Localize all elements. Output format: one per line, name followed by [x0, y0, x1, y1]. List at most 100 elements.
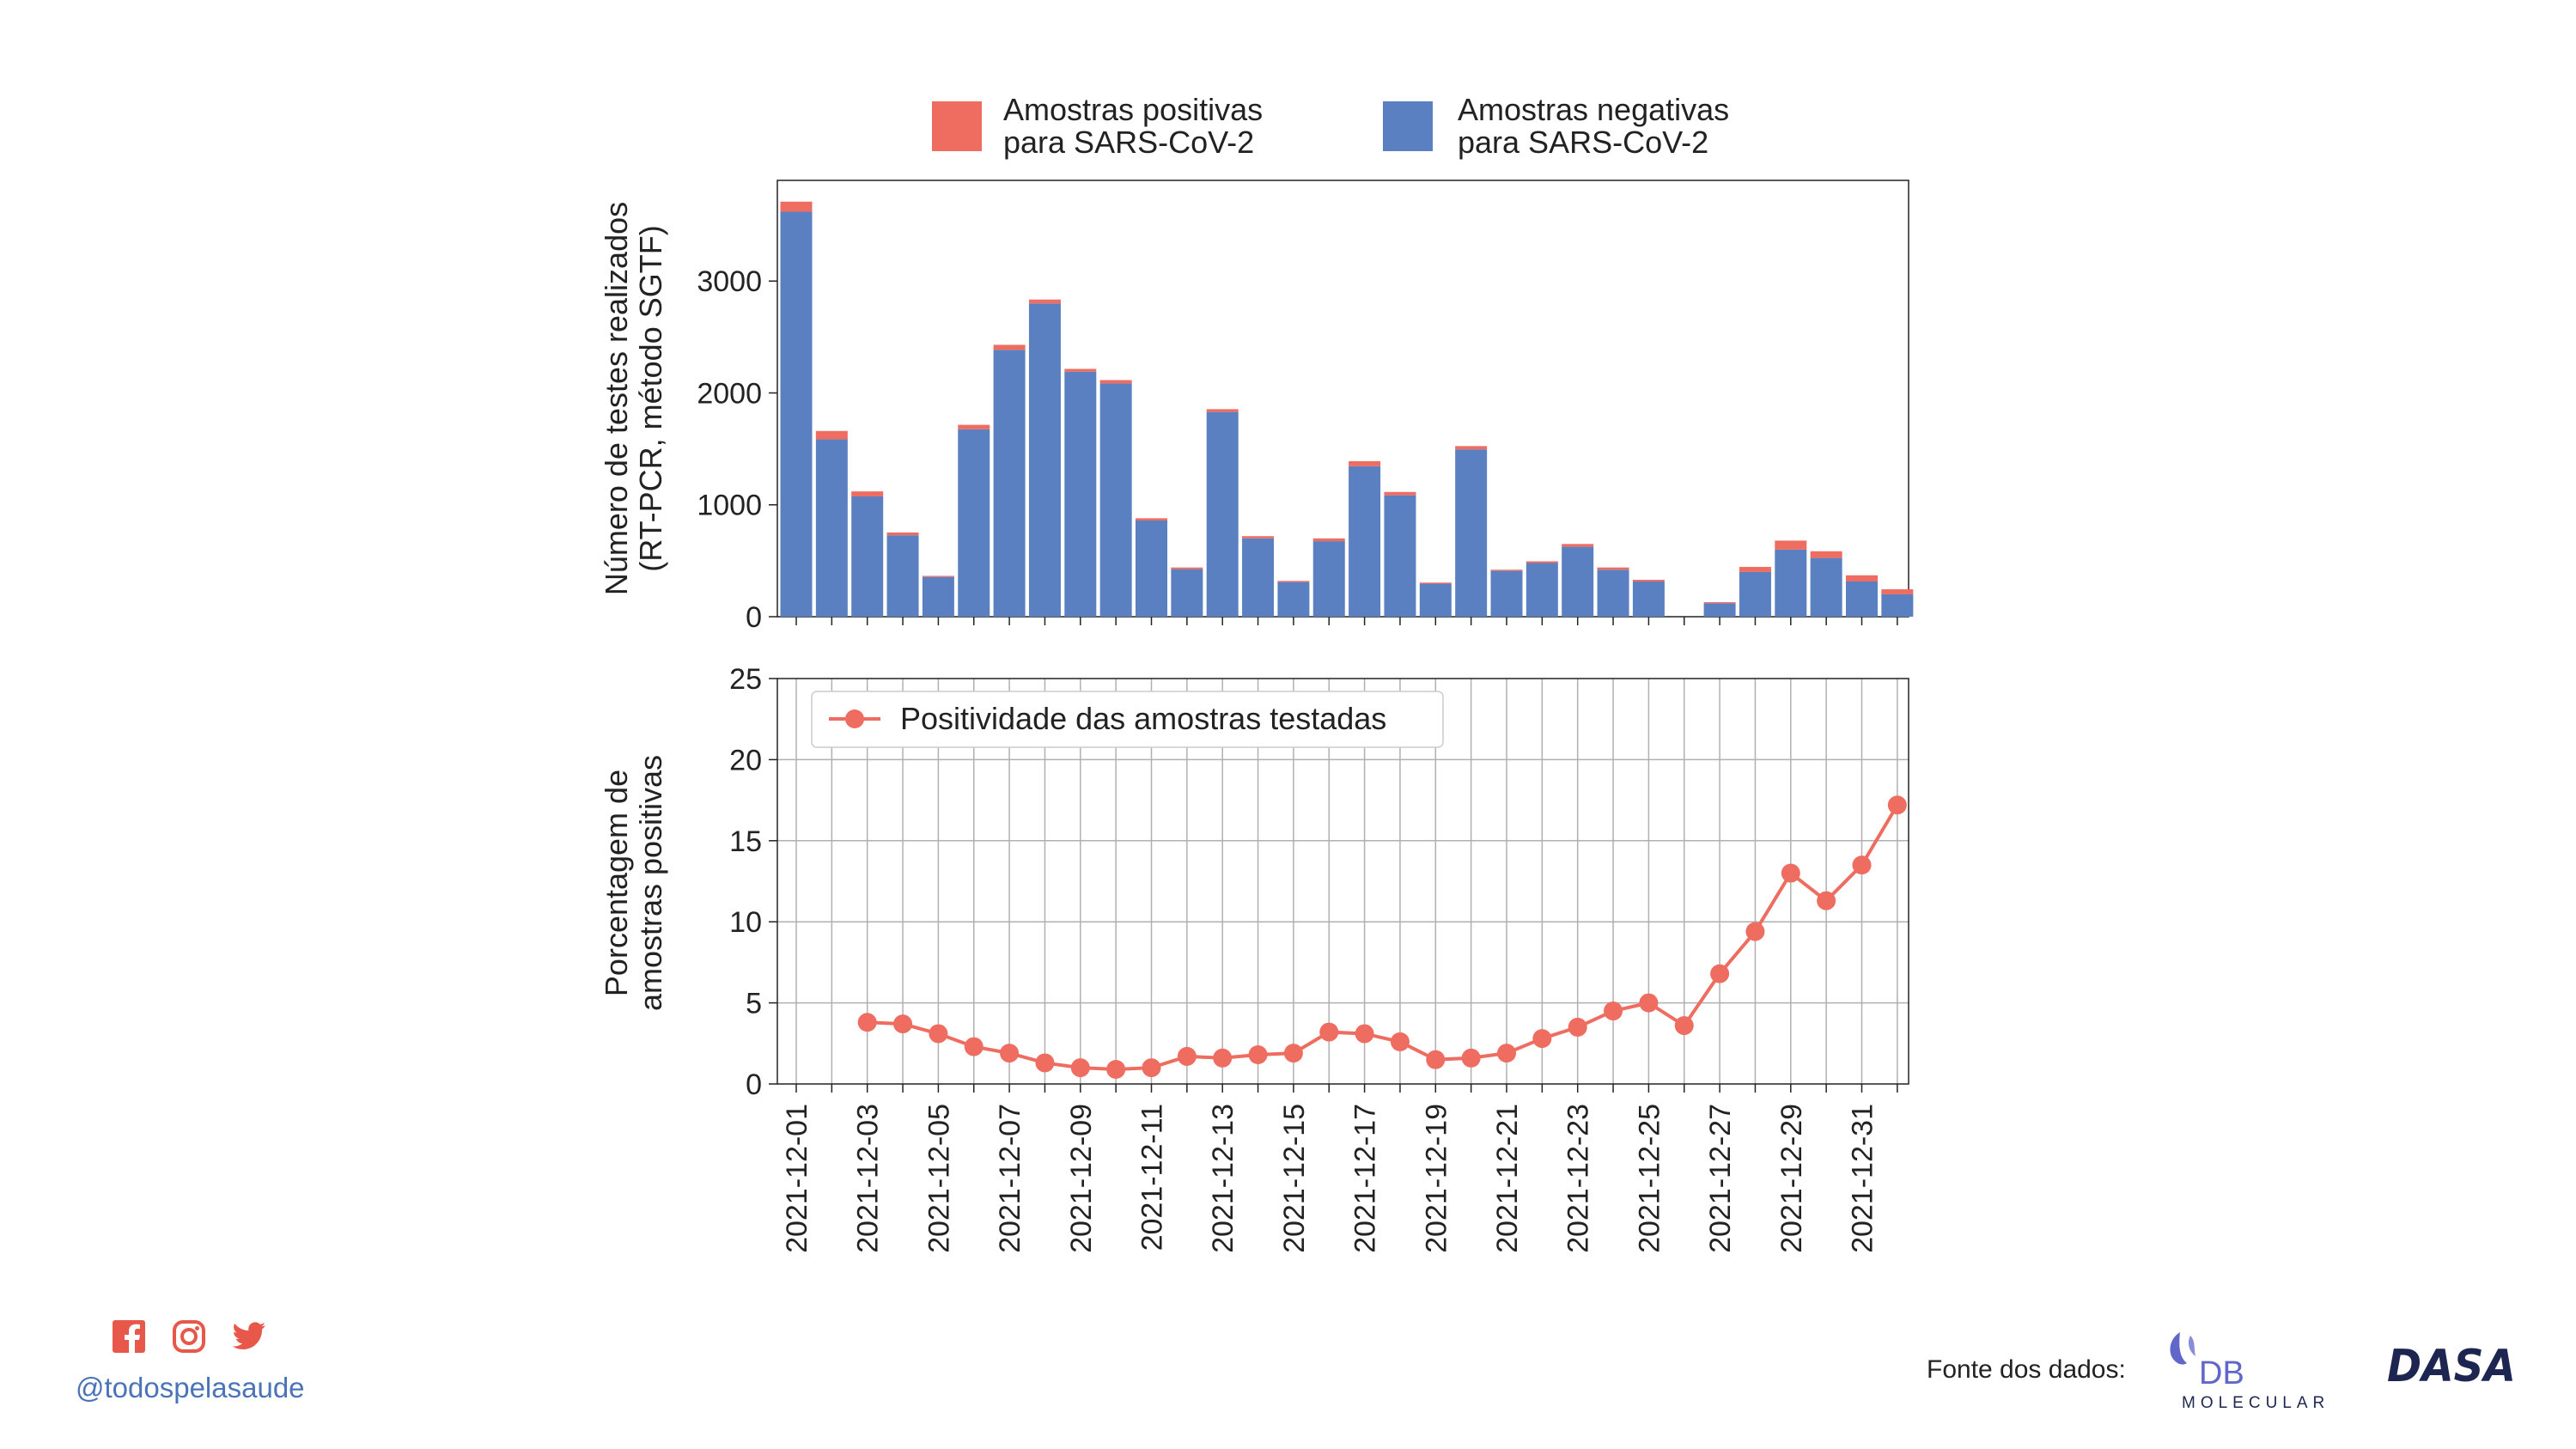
line-legend-label: Positividade das amostras testadas [900, 701, 1386, 736]
bar-negative [1526, 563, 1558, 617]
bar-y-tick-label: 0 [746, 601, 762, 634]
bar-negative [1384, 495, 1416, 617]
line-y-tick-label: 25 [729, 663, 762, 696]
line-y-tick-label: 0 [746, 1068, 762, 1101]
db-logo-text: DB [2199, 1355, 2244, 1391]
positivity-point [1248, 1045, 1268, 1065]
bar-positive [815, 430, 848, 440]
bar-negative [1136, 520, 1167, 617]
bar-negative [1242, 538, 1275, 617]
bar-positive [1810, 551, 1842, 558]
line-y-tick-label: 20 [729, 744, 762, 776]
line-y-tick-label: 5 [746, 988, 762, 1020]
x-tick-label: 2021-12-17 [1349, 1104, 1382, 1253]
bar-positive [1632, 580, 1665, 581]
bar-positive [1384, 491, 1416, 496]
positivity-point [964, 1037, 984, 1056]
social-icons [112, 1319, 266, 1354]
x-tick-label: 2021-12-21 [1491, 1104, 1524, 1253]
x-tick-label: 2021-12-09 [1065, 1104, 1098, 1253]
bar-positive [780, 201, 813, 212]
bar-negative [851, 496, 884, 617]
bar-negative [780, 211, 813, 617]
twitter-icon[interactable] [232, 1319, 266, 1354]
line-y-axis-title-line: Porcentagem de [599, 770, 634, 996]
positivity-point [929, 1024, 948, 1044]
positivity-point [1390, 1032, 1410, 1051]
bar-positive [1775, 540, 1807, 550]
bar-negative [1064, 371, 1097, 617]
bar-positive [1171, 567, 1203, 569]
positivity-point [1817, 891, 1836, 910]
positivity-point [1568, 1017, 1587, 1037]
x-tick-label: 2021-12-23 [1562, 1104, 1595, 1253]
bar-negative [1349, 466, 1381, 617]
molecular-logo-text: MOLECULAR [2182, 1394, 2329, 1412]
positivity-point [1177, 1046, 1197, 1066]
positivity-point [1142, 1058, 1161, 1078]
legend-negative-label-2: para SARS-CoV-2 [1458, 125, 1708, 160]
positivity-point [1319, 1022, 1339, 1042]
x-tick-label: 2021-12-01 [781, 1104, 813, 1253]
positivity-point [1106, 1060, 1126, 1080]
legend-positive-label-1: Amostras positivas [1003, 92, 1263, 127]
x-tick-label: 2021-12-25 [1633, 1104, 1666, 1253]
bar-negative [1632, 581, 1665, 617]
bar-negative [1739, 571, 1771, 617]
x-tick-label: 2021-12-31 [1847, 1104, 1879, 1253]
bar-positive [851, 491, 884, 496]
bar-negative [1171, 569, 1203, 617]
positivity-point [1070, 1058, 1090, 1078]
dasa-logo: DASA [2387, 1341, 2516, 1391]
positivity-point [1852, 855, 1872, 875]
bar-positive [922, 575, 954, 577]
x-tick-label: 2021-12-11 [1136, 1104, 1169, 1251]
x-tick-label: 2021-12-29 [1775, 1104, 1808, 1253]
x-tick-label: 2021-12-13 [1207, 1104, 1239, 1253]
positivity-point [893, 1014, 913, 1034]
legend-negative-swatch [1383, 101, 1433, 151]
instagram-icon[interactable] [172, 1319, 206, 1354]
positivity-point [1035, 1053, 1055, 1073]
line-chart-panel: 0 5 10 15 20 25 Porcentagem deamostras positiv… [599, 663, 1909, 1101]
line-plot-frame [776, 678, 1909, 1085]
social-handle[interactable]: @todospelasaude [76, 1372, 305, 1403]
positivity-point [1497, 1044, 1516, 1063]
positivity-point [1674, 1016, 1694, 1036]
bar-positive [886, 532, 919, 536]
bar-positive [1562, 544, 1594, 547]
bar-positive [993, 344, 1026, 350]
line-legend-marker [845, 709, 864, 728]
bar-positive [958, 424, 990, 429]
bar-negative [922, 576, 954, 617]
positivity-point [1639, 993, 1659, 1013]
facebook-icon[interactable] [112, 1319, 146, 1354]
line-y-tick-label: 10 [729, 906, 762, 939]
positivity-point [1745, 922, 1765, 941]
x-tick-label: 2021-12-07 [994, 1104, 1026, 1253]
bar-chart-panel: 0 1000 2000 3000 Número de testes realizados… [599, 180, 1914, 634]
bar-negative [1312, 541, 1345, 617]
bar-negative [886, 535, 919, 617]
positivity-point [1283, 1044, 1303, 1063]
data-source-label: Fonte dos dados: [1927, 1355, 2126, 1384]
positivity-point [1461, 1048, 1481, 1068]
bar-y-tick-label: 1000 [697, 490, 762, 522]
positivity-point [1355, 1024, 1374, 1044]
bar-positive [1099, 380, 1132, 384]
positivity-point [1710, 964, 1730, 983]
legend-negative-label-1: Amostras negativas [1458, 92, 1729, 127]
positivity-point [1781, 863, 1800, 883]
bar-positive [1703, 602, 1736, 604]
positivity-point [1426, 1050, 1446, 1069]
line-y-tick-label: 15 [729, 825, 762, 858]
line-y-axis-title-line: amostras positivas [633, 755, 668, 1011]
x-tick-label: 2021-12-19 [1420, 1104, 1452, 1253]
x-tick-label: 2021-12-27 [1704, 1104, 1737, 1253]
positivity-point [1000, 1044, 1020, 1063]
dasa-logo-text: DASA [2387, 1341, 2516, 1391]
bar-negative [1099, 383, 1132, 617]
bar-negative [1562, 546, 1594, 617]
positivity-point [1887, 795, 1907, 815]
